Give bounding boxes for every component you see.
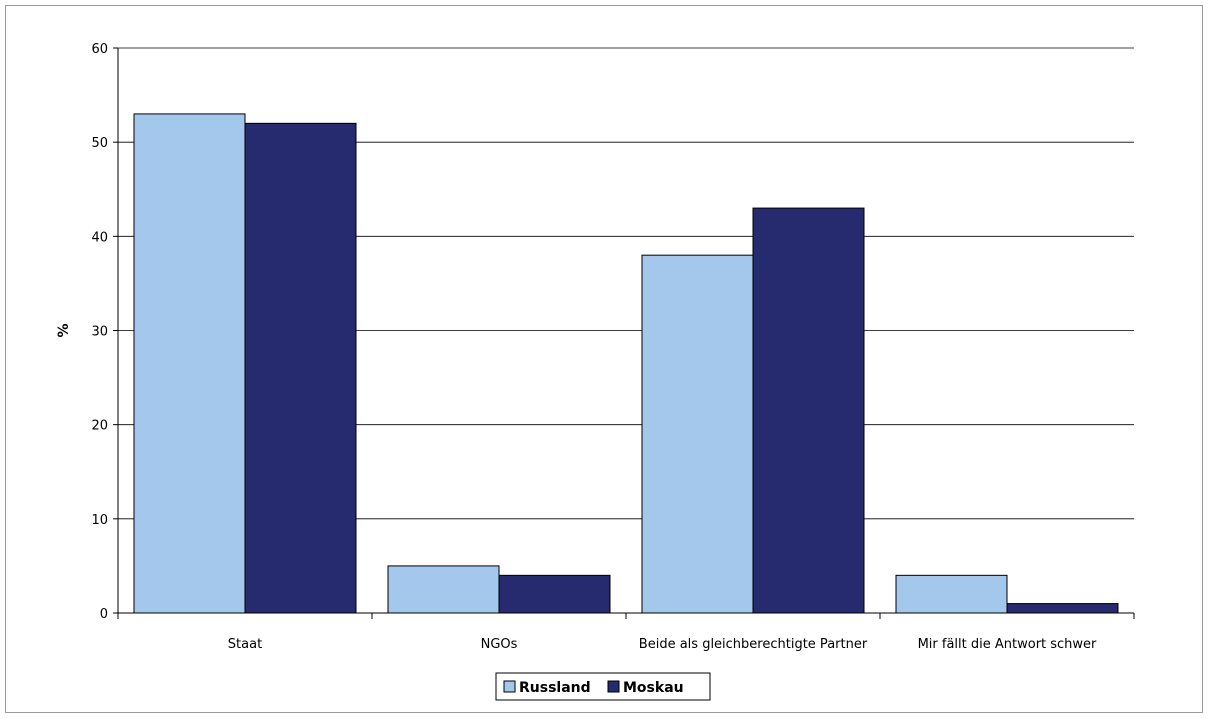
x-category-label: NGOs	[481, 637, 518, 652]
bar-moskau	[1006, 603, 1119, 614]
y-tick-label: 40	[91, 230, 108, 245]
y-tick-label: 0	[100, 607, 108, 622]
legend-label: Moskau	[623, 680, 684, 696]
bar-moskau	[752, 207, 865, 614]
bar-russland	[895, 574, 1008, 614]
y-tick-label: 30	[91, 325, 108, 340]
x-category-label: Staat	[228, 637, 262, 652]
bar-russland	[133, 113, 246, 614]
y-tick-label: 10	[91, 513, 108, 528]
y-axis-title: %	[56, 323, 72, 337]
legend-label: Russland	[519, 680, 591, 696]
legend-swatch	[607, 680, 620, 693]
bar-moskau	[244, 122, 357, 614]
legend-swatch	[503, 680, 516, 693]
y-tick-label: 50	[91, 136, 108, 151]
bar-moskau	[498, 574, 611, 614]
x-category-label: Beide als gleichberechtigte Partner	[639, 637, 868, 652]
bar-russland	[641, 254, 754, 614]
x-category-label: Mir fällt die Antwort schwer	[918, 637, 1097, 652]
y-tick-label: 60	[91, 42, 108, 57]
bar-russland	[387, 565, 500, 614]
y-tick-label: 20	[91, 419, 108, 434]
legend-box	[495, 672, 711, 701]
